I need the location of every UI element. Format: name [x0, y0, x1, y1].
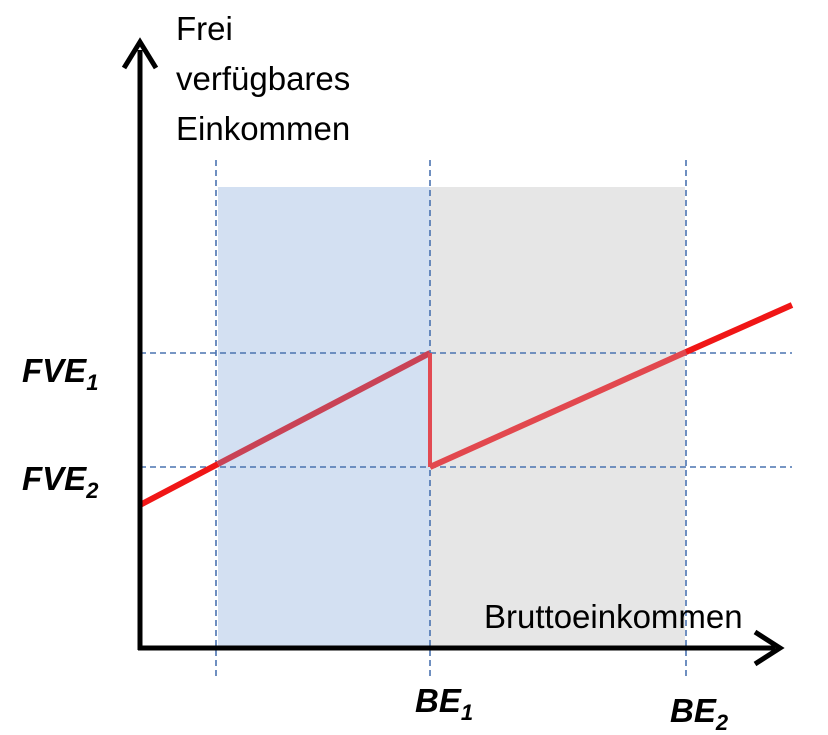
- x-axis-arrow: [753, 629, 785, 667]
- income-curve: [138, 302, 794, 508]
- marker-sub: 1: [461, 700, 473, 725]
- x-marker: BE2: [670, 692, 729, 735]
- marker-sub: 1: [86, 370, 98, 395]
- marker-main: FVE: [22, 352, 87, 389]
- curve-segment: [138, 461, 220, 508]
- marker-main: BE: [670, 692, 717, 729]
- x-marker: BE1: [415, 682, 473, 725]
- y-axis-arrow: [121, 37, 159, 70]
- y-axis-label: Frei: [176, 10, 233, 47]
- curve-segment: [428, 349, 688, 470]
- marker-sub: 2: [85, 478, 99, 503]
- y-axis-label: verfügbares: [176, 60, 350, 97]
- curve-segment: [216, 350, 432, 467]
- region-grey: [430, 187, 685, 648]
- y-axis-label: Einkommen: [176, 110, 350, 147]
- y-marker: FVE1: [22, 352, 98, 395]
- y-marker: FVE2: [22, 460, 99, 503]
- curve-segment: [684, 302, 794, 355]
- marker-main: BE: [415, 682, 462, 719]
- marker-sub: 2: [715, 710, 729, 735]
- marker-main: FVE: [22, 460, 87, 497]
- x-axis-label: Bruttoeinkommen: [484, 598, 743, 635]
- region-blue: [218, 187, 430, 648]
